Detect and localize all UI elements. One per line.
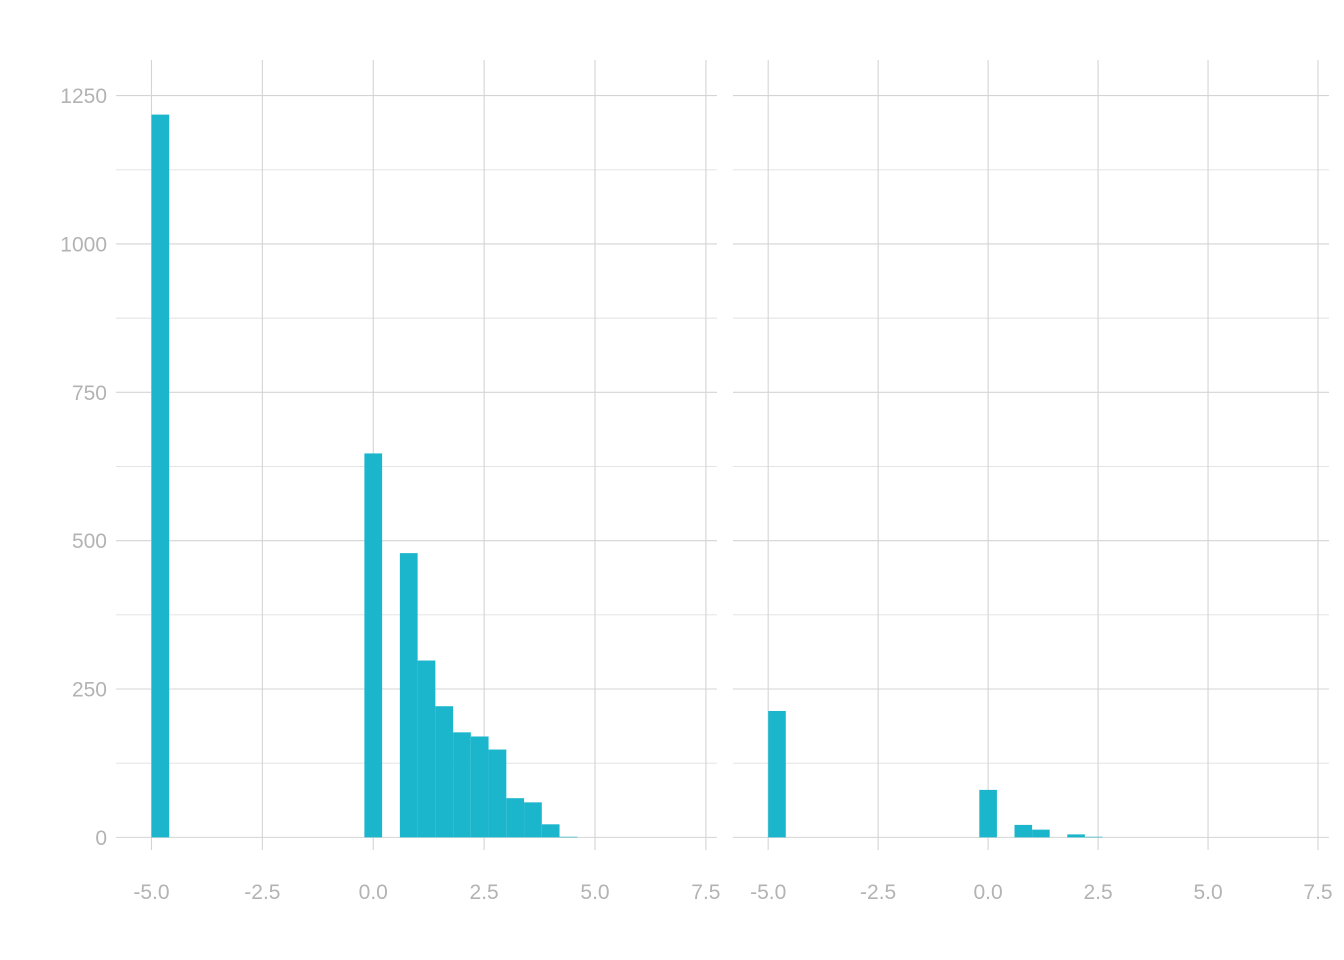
histogram-bar bbox=[488, 749, 507, 838]
y-tick-label: 250 bbox=[72, 679, 107, 702]
x-tick-label: -2.5 bbox=[244, 881, 280, 904]
histogram-bar bbox=[559, 836, 578, 838]
x-tick-label: 0.0 bbox=[359, 881, 388, 904]
x-tick-label: 7.5 bbox=[1303, 881, 1332, 904]
y-tick-label: 750 bbox=[72, 382, 107, 405]
x-tick-label: -5.0 bbox=[750, 881, 786, 904]
histogram-bar bbox=[524, 802, 542, 838]
x-tick-label: 5.0 bbox=[1193, 881, 1222, 904]
histogram-bar bbox=[1032, 829, 1050, 838]
x-tick-label: -2.5 bbox=[860, 881, 896, 904]
y-tick-label: 1250 bbox=[60, 85, 107, 108]
histogram-bar bbox=[1084, 836, 1103, 838]
x-tick-label: 5.0 bbox=[580, 881, 609, 904]
x-tick-label: -5.0 bbox=[133, 881, 169, 904]
histogram-bar bbox=[1014, 824, 1033, 838]
x-tick-label: 2.5 bbox=[470, 881, 499, 904]
histogram-bar bbox=[470, 736, 489, 838]
histogram-bar bbox=[151, 114, 170, 838]
histogram-bar bbox=[399, 553, 418, 838]
x-tick-label: 0.0 bbox=[974, 881, 1003, 904]
histogram-bar bbox=[979, 789, 997, 838]
x-tick-label: 7.5 bbox=[691, 881, 720, 904]
histogram-bar bbox=[768, 710, 786, 838]
right-panel: -5.0 -2.5 0.0 2.5 5.0 7.5 bbox=[733, 60, 1333, 904]
left-panel: -5.0 -2.5 0.0 2.5 5.0 7.5 0 250 500 750 1000 1250 bbox=[60, 60, 721, 904]
histogram-bar bbox=[541, 824, 560, 838]
histogram-bar bbox=[435, 706, 454, 838]
histogram-bar bbox=[1067, 834, 1085, 838]
y-tick-label: 0 bbox=[95, 827, 107, 850]
y-tick-label: 500 bbox=[72, 530, 107, 553]
histogram-bar bbox=[506, 798, 525, 838]
histogram-bar bbox=[417, 660, 436, 838]
histogram-bar bbox=[453, 732, 471, 838]
y-tick-label: 1000 bbox=[60, 233, 107, 256]
x-tick-label: 2.5 bbox=[1083, 881, 1112, 904]
histogram-bar bbox=[364, 453, 383, 838]
